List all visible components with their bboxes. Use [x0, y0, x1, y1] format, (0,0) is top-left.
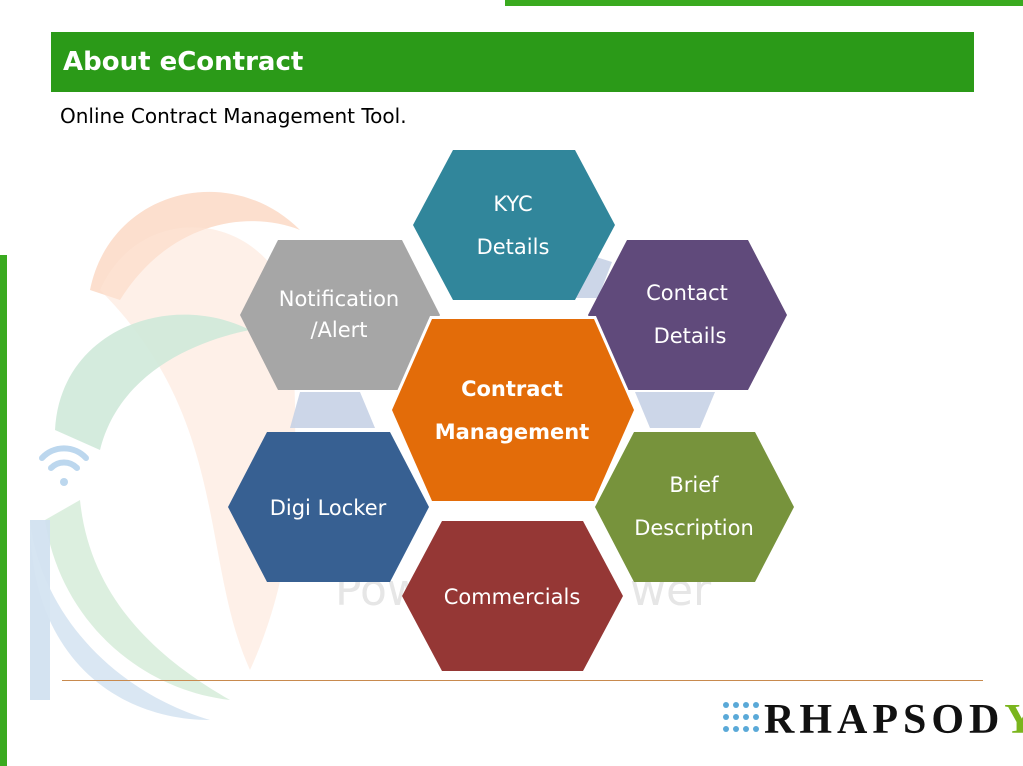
footer-divider [62, 680, 983, 681]
rhapsody-logo-text-y: Y [1004, 697, 1023, 743]
hex-contact: Contact Details [588, 240, 787, 390]
hex-center-shape [392, 319, 634, 501]
hex-digilocker: Digi Locker [228, 432, 429, 582]
hex-kyc-line2: Details [477, 235, 550, 259]
hex-brief-line1: Brief [669, 473, 719, 497]
left-accent-bar [0, 255, 7, 766]
hex-kyc-line1: KYC [493, 192, 532, 216]
hex-center-line2: Management [435, 420, 590, 444]
hex-notification: Notification /Alert [240, 240, 440, 390]
hex-notification-line1: Notification [279, 287, 400, 311]
hex-digilocker-shape [228, 432, 429, 582]
rhapsody-logo: RHAPSODY [720, 695, 1023, 755]
hex-notification-shape [240, 240, 440, 390]
hex-brief: Brief Description [595, 432, 794, 582]
hex-kyc-shape [413, 150, 615, 300]
hex-brief-shape [595, 432, 794, 582]
connector-notification-digilocker [290, 392, 375, 428]
rhapsody-logo-text: RHAPSODY [764, 695, 1023, 745]
hex-brief-line2: Description [634, 516, 754, 540]
hex-contact-line2: Details [654, 324, 727, 348]
hex-commercials-label: Commercials [444, 585, 581, 609]
hex-kyc: KYC Details [413, 150, 615, 300]
hex-commercials-shape [402, 521, 623, 671]
hex-contact-line1: Contact [646, 281, 728, 305]
hex-center-line1: Contract [461, 377, 563, 401]
hex-center: Contract Management [388, 316, 638, 504]
slide-subtitle: Online Contract Management Tool. [60, 104, 407, 128]
connector-kyc-contact [575, 255, 612, 298]
hex-contact-shape [588, 240, 787, 390]
dot-grid-icon [723, 702, 759, 732]
slide-title: About eContract [51, 32, 974, 92]
wifi-icon [39, 445, 89, 486]
hex-commercials: Commercials [402, 521, 623, 671]
top-accent-bar [505, 0, 1023, 6]
hex-notification-line2: /Alert [310, 318, 367, 342]
connector-contact-brief [635, 392, 715, 428]
rhapsody-logo-text-main: RHAPSOD [764, 697, 1005, 743]
hex-digilocker-label: Digi Locker [270, 496, 387, 520]
